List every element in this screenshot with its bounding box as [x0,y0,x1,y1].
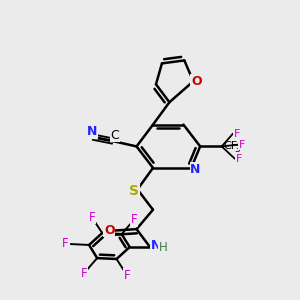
Text: CF: CF [223,141,237,151]
Text: F: F [236,154,242,164]
Text: F: F [130,214,137,226]
Text: F: F [124,269,130,282]
Text: F: F [62,237,69,250]
Text: H: H [159,241,167,254]
Text: F: F [238,140,245,150]
Text: C: C [111,129,119,142]
Text: N: N [151,239,161,252]
Text: S: S [129,184,139,198]
Text: N: N [190,163,201,176]
Text: F: F [80,267,87,280]
Text: F: F [88,211,95,224]
Text: O: O [191,75,202,88]
Text: O: O [104,224,115,236]
Text: 3: 3 [234,145,240,154]
Text: F: F [233,129,240,139]
Text: N: N [87,125,97,138]
